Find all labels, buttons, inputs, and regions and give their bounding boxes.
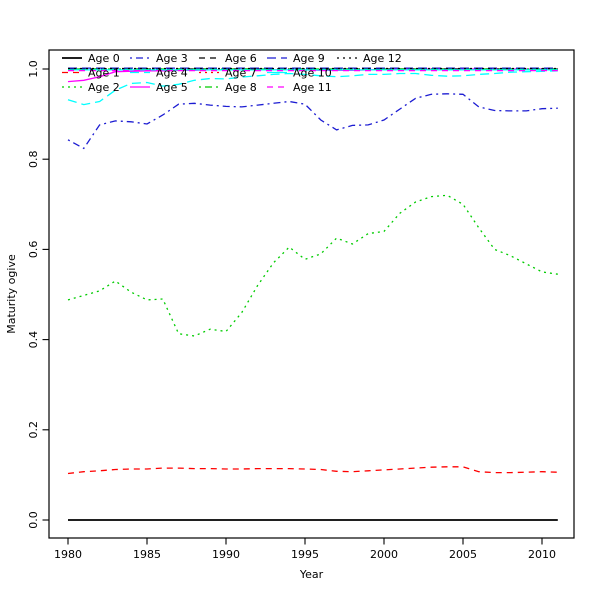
y-tick-label: 0.8 (27, 150, 40, 168)
x-tick-label: 1995 (291, 548, 319, 561)
x-tick-label: 2000 (370, 548, 398, 561)
x-axis-title: Year (299, 568, 324, 581)
legend-label-age-3: Age 3 (156, 52, 188, 65)
legend-label-age-4: Age 4 (156, 66, 188, 79)
legend-label-age-1: Age 1 (88, 66, 120, 79)
legend-label-age-8: Age 8 (225, 81, 257, 94)
legend-label-age-9: Age 9 (293, 52, 325, 65)
plot-box (48, 49, 575, 539)
x-tick-label: 1980 (54, 548, 82, 561)
legend-label-age-11: Age 11 (293, 81, 332, 94)
legend-label-age-2: Age 2 (88, 81, 120, 94)
y-tick-label: 0.2 (27, 421, 40, 439)
legend-label-age-5: Age 5 (156, 81, 188, 94)
x-tick-label: 1985 (133, 548, 161, 561)
legend-label-age-0: Age 0 (88, 52, 120, 65)
legend-label-age-7: Age 7 (225, 66, 257, 79)
y-tick-label: 0.4 (27, 331, 40, 349)
y-tick-label: 0.0 (27, 511, 40, 529)
x-tick-label: 2010 (528, 548, 556, 561)
x-tick-label: 1990 (212, 548, 240, 561)
legend-label-age-12: Age 12 (363, 52, 402, 65)
y-axis-title: Maturity ogive (5, 254, 18, 334)
series-line-age-3 (67, 93, 558, 150)
y-tick-label: 0.6 (27, 241, 40, 259)
legend-label-age-10: Age 10 (293, 66, 332, 79)
series-line-age-1 (67, 466, 558, 475)
series-line-age-4 (67, 70, 558, 106)
legend-label-age-6: Age 6 (225, 52, 257, 65)
x-tick-label: 2005 (449, 548, 477, 561)
series-line-age-2 (67, 194, 558, 337)
y-tick-label: 1.0 (27, 60, 40, 78)
